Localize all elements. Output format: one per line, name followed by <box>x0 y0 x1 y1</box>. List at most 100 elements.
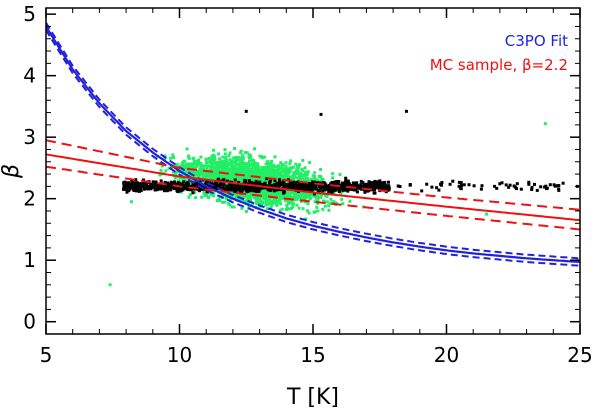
black-point <box>136 182 140 186</box>
green-point <box>304 196 308 200</box>
green-point <box>209 157 213 161</box>
green-point <box>238 176 241 179</box>
green-point <box>171 153 175 157</box>
black-point <box>146 185 150 189</box>
black-point <box>334 180 338 183</box>
black-point <box>247 182 251 186</box>
black-point <box>561 181 565 185</box>
green-point <box>203 171 207 174</box>
green-point <box>245 209 248 213</box>
green-point <box>201 167 205 171</box>
green-scatter-points <box>108 122 547 287</box>
green-point <box>245 192 249 195</box>
green-point <box>181 178 185 182</box>
green-point <box>211 169 215 173</box>
green-point <box>280 207 284 211</box>
green-point <box>290 206 294 210</box>
black-point <box>163 180 167 184</box>
black-point <box>504 183 508 187</box>
black-point <box>122 187 125 191</box>
green-point <box>280 164 284 167</box>
green-point <box>246 170 250 173</box>
black-point <box>153 188 157 192</box>
green-point <box>246 200 250 204</box>
black-point <box>316 189 320 193</box>
black-point <box>273 179 277 182</box>
green-point <box>275 193 279 197</box>
green-point <box>257 170 261 174</box>
green-point <box>258 198 262 202</box>
green-point <box>240 170 244 174</box>
green-point <box>181 160 185 164</box>
green-point <box>269 162 273 166</box>
black-point <box>398 185 402 188</box>
green-point <box>228 203 232 207</box>
green-point <box>306 192 310 196</box>
green-point <box>241 175 245 179</box>
black-point <box>344 179 348 183</box>
black-point <box>353 181 356 185</box>
green-point <box>279 161 283 165</box>
green-point <box>241 179 245 183</box>
green-point <box>263 190 267 194</box>
green-point <box>277 198 281 202</box>
green-point <box>129 200 133 204</box>
green-point <box>315 205 319 209</box>
black-point <box>251 185 255 189</box>
x-tick-label: 15 <box>300 343 325 367</box>
black-point <box>283 190 286 194</box>
green-point <box>291 165 295 169</box>
green-point <box>221 155 225 159</box>
green-point <box>297 163 301 167</box>
green-point <box>239 164 243 168</box>
black-point <box>169 180 173 184</box>
black-point <box>337 180 341 183</box>
green-point <box>287 207 291 211</box>
green-point <box>224 191 228 195</box>
black-point <box>480 184 484 188</box>
green-point <box>284 172 288 176</box>
black-point <box>253 182 257 186</box>
green-point <box>179 190 183 194</box>
green-point <box>250 169 254 173</box>
black-point <box>134 178 138 182</box>
black-point <box>254 179 258 183</box>
green-point <box>226 168 229 172</box>
green-point <box>291 175 295 179</box>
black-point <box>386 184 390 188</box>
green-point <box>285 169 289 173</box>
green-point <box>293 195 297 199</box>
green-point <box>290 191 294 195</box>
green-point <box>235 158 239 162</box>
green-point <box>275 177 279 181</box>
green-point <box>261 194 265 198</box>
green-point <box>184 170 188 174</box>
green-point <box>301 158 305 162</box>
black-point <box>457 184 461 188</box>
mc-fit-upper-line <box>45 139 581 211</box>
green-point <box>325 195 329 198</box>
green-point <box>306 209 309 213</box>
black-point <box>380 183 384 187</box>
green-point <box>319 168 323 171</box>
black-point <box>169 183 172 187</box>
green-point <box>207 164 211 168</box>
black-point <box>396 184 400 188</box>
green-point <box>243 194 247 198</box>
green-point <box>266 177 270 181</box>
black-point <box>225 186 229 190</box>
black-point <box>123 185 127 189</box>
black-point <box>310 185 314 189</box>
green-point <box>246 176 250 180</box>
green-point <box>232 192 236 196</box>
black-point <box>149 187 153 191</box>
green-point <box>190 164 194 168</box>
green-point <box>211 157 215 161</box>
green-point <box>316 197 320 201</box>
green-point <box>164 169 168 173</box>
green-point <box>271 199 275 203</box>
green-point <box>303 200 307 204</box>
green-point <box>257 165 261 169</box>
green-point <box>308 161 312 165</box>
